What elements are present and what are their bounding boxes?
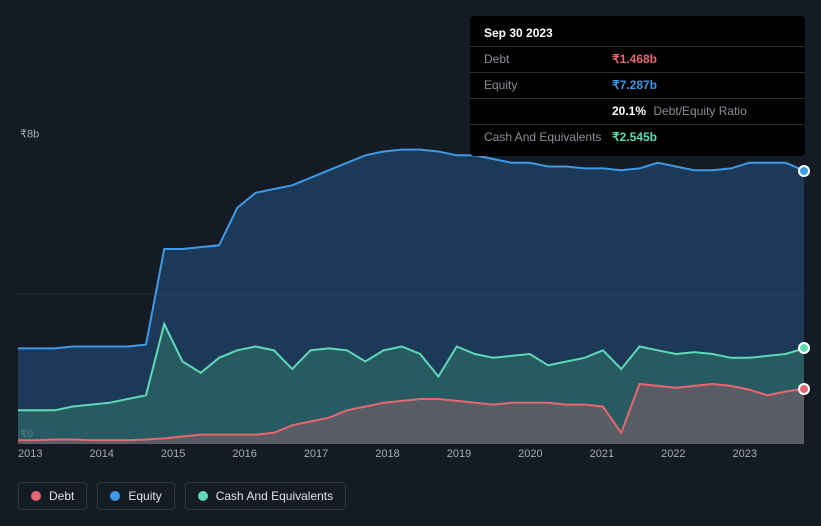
x-tick: 2023 — [733, 448, 804, 468]
tooltip-ratio-label: Debt/Equity Ratio — [653, 104, 746, 118]
legend-debt[interactable]: Debt — [18, 482, 87, 510]
x-tick: 2015 — [161, 448, 232, 468]
x-tick: 2021 — [590, 448, 661, 468]
x-tick: 2013 — [18, 448, 89, 468]
legend-equity-label: Equity — [128, 489, 161, 503]
tooltip-cash-label: Cash And Equivalents — [484, 129, 612, 146]
tooltip-debt-label: Debt — [484, 51, 612, 68]
legend-equity[interactable]: Equity — [97, 482, 174, 510]
x-axis: 2013201420152016201720182019202020212022… — [18, 448, 804, 468]
debt-swatch-icon — [31, 491, 41, 501]
tooltip-debt-value: ₹1.468b — [612, 51, 657, 68]
x-tick: 2022 — [661, 448, 732, 468]
debt-end-marker — [798, 383, 810, 395]
equity-end-marker — [798, 165, 810, 177]
chart-svg — [18, 144, 804, 444]
tooltip-ratio-spacer — [484, 103, 612, 120]
x-tick: 2020 — [518, 448, 589, 468]
legend-cash-label: Cash And Equivalents — [216, 489, 333, 503]
legend: Debt Equity Cash And Equivalents — [18, 482, 346, 510]
cash-end-marker — [798, 342, 810, 354]
tooltip-equity-value: ₹7.287b — [612, 77, 657, 94]
x-tick: 2019 — [447, 448, 518, 468]
tooltip-equity-label: Equity — [484, 77, 612, 94]
equity-swatch-icon — [110, 491, 120, 501]
x-tick: 2018 — [375, 448, 446, 468]
tooltip-ratio-value: 20.1% — [612, 104, 646, 118]
cash-swatch-icon — [198, 491, 208, 501]
legend-cash[interactable]: Cash And Equivalents — [185, 482, 346, 510]
y-axis-max: ₹8b — [20, 128, 39, 141]
x-tick: 2014 — [89, 448, 160, 468]
x-tick: 2016 — [232, 448, 303, 468]
legend-debt-label: Debt — [49, 489, 74, 503]
chart-tooltip: Sep 30 2023 Debt ₹1.468b Equity ₹7.287b … — [470, 16, 805, 156]
tooltip-date: Sep 30 2023 — [470, 24, 805, 44]
chart-area: ₹8b ₹0 — [18, 124, 804, 444]
tooltip-cash-value: ₹2.545b — [612, 129, 657, 146]
x-tick: 2017 — [304, 448, 375, 468]
plot-area[interactable] — [18, 144, 804, 444]
